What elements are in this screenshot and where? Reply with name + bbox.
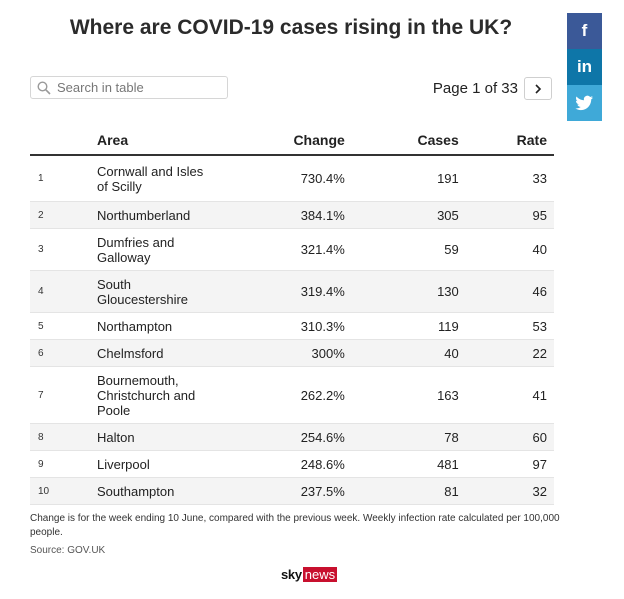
area-cell: Southampton [97,477,214,505]
cases-cell: 163 [351,366,466,424]
column-header-cases[interactable]: Cases [351,126,466,156]
table-row: 10 Southampton 237.5% 81 32 [30,477,554,505]
table-row: 2 Northumberland 384.1% 305 95 [30,201,554,229]
change-cell: 319.4% [214,270,352,313]
table-row: 4 South Gloucestershire 319.4% 130 46 [30,270,554,313]
chevron-right-icon [535,84,542,94]
rank-cell: 7 [30,366,97,424]
rate-cell: 97 [465,450,554,478]
change-cell: 248.6% [214,450,352,478]
linkedin-share-button[interactable]: in [567,49,602,85]
table-row: 6 Chelmsford 300% 40 22 [30,339,554,367]
area-cell: Cornwall and Isles of Scilly [97,155,214,202]
table-row: 1 Cornwall and Isles of Scilly 730.4% 19… [30,155,554,202]
change-cell: 254.6% [214,423,352,451]
cases-cell: 191 [351,155,466,202]
rank-cell: 6 [30,339,97,367]
table-row: 8 Halton 254.6% 78 60 [30,423,554,451]
rank-cell: 2 [30,201,97,229]
table-header-row: Area Change Cases Rate [30,126,554,156]
search-box[interactable] [30,76,228,99]
change-cell: 262.2% [214,366,352,424]
area-cell: Northumberland [97,201,214,229]
column-header-area[interactable]: Area [97,126,214,156]
rank-cell: 1 [30,155,97,202]
area-cell: Northampton [97,312,214,340]
column-header-change[interactable]: Change [214,126,352,156]
rate-cell: 22 [465,339,554,367]
cases-cell: 130 [351,270,466,313]
area-cell: Halton [97,423,214,451]
cases-cell: 119 [351,312,466,340]
change-cell: 384.1% [214,201,352,229]
change-cell: 730.4% [214,155,352,202]
twitter-icon [575,95,593,111]
table-row: 7 Bournemouth, Christchurch and Poole 26… [30,366,554,424]
change-cell: 237.5% [214,477,352,505]
rate-cell: 46 [465,270,554,313]
area-cell: Dumfries and Galloway [97,228,214,271]
table-row: 9 Liverpool 248.6% 481 97 [30,450,554,478]
linkedin-icon: in [576,57,593,76]
rate-cell: 32 [465,477,554,505]
change-cell: 321.4% [214,228,352,271]
change-cell: 300% [214,339,352,367]
change-cell: 310.3% [214,312,352,340]
table-row: 3 Dumfries and Galloway 321.4% 59 40 [30,228,554,271]
column-header-rank[interactable] [30,126,97,156]
search-icon [37,81,51,95]
table-footnote: Change is for the week ending 10 June, c… [30,513,560,538]
twitter-share-button[interactable] [567,85,602,121]
rank-cell: 9 [30,450,97,478]
rank-cell: 3 [30,228,97,271]
table-row: 5 Northampton 310.3% 119 53 [30,312,554,340]
social-share-bar: f in [567,13,602,121]
cases-cell: 305 [351,201,466,229]
logo-news-text: news [302,567,338,582]
rate-cell: 95 [465,201,554,229]
source-credit: Source: GOV.UK [30,545,106,556]
page-indicator: Page 1 of 33 [432,80,518,97]
rank-cell: 4 [30,270,97,313]
area-cell: Bournemouth, Christchurch and Poole [97,366,214,424]
rank-cell: 8 [30,423,97,451]
rate-cell: 60 [465,423,554,451]
rank-cell: 5 [30,312,97,340]
cases-cell: 40 [351,339,466,367]
cases-cell: 78 [351,423,466,451]
rate-cell: 40 [465,228,554,271]
rate-cell: 33 [465,155,554,202]
cases-cell: 81 [351,477,466,505]
rate-cell: 41 [465,366,554,424]
logo-sky-text: sky [281,567,302,582]
cases-cell: 481 [351,450,466,478]
area-cell: Chelmsford [97,339,214,367]
sky-news-logo: sky news [281,567,338,582]
area-cell: South Gloucestershire [97,270,214,313]
cases-table: Area Change Cases Rate 1 Cornwall and Is… [30,126,554,505]
cases-cell: 59 [351,228,466,271]
next-page-button[interactable] [524,77,552,100]
rank-cell: 10 [30,477,97,505]
facebook-icon: f [581,21,588,40]
area-cell: Liverpool [97,450,214,478]
search-input[interactable] [57,79,221,96]
column-header-rate[interactable]: Rate [465,126,554,156]
facebook-share-button[interactable]: f [567,13,602,49]
page-title: Where are COVID-19 cases rising in the U… [69,16,513,39]
rate-cell: 53 [465,312,554,340]
